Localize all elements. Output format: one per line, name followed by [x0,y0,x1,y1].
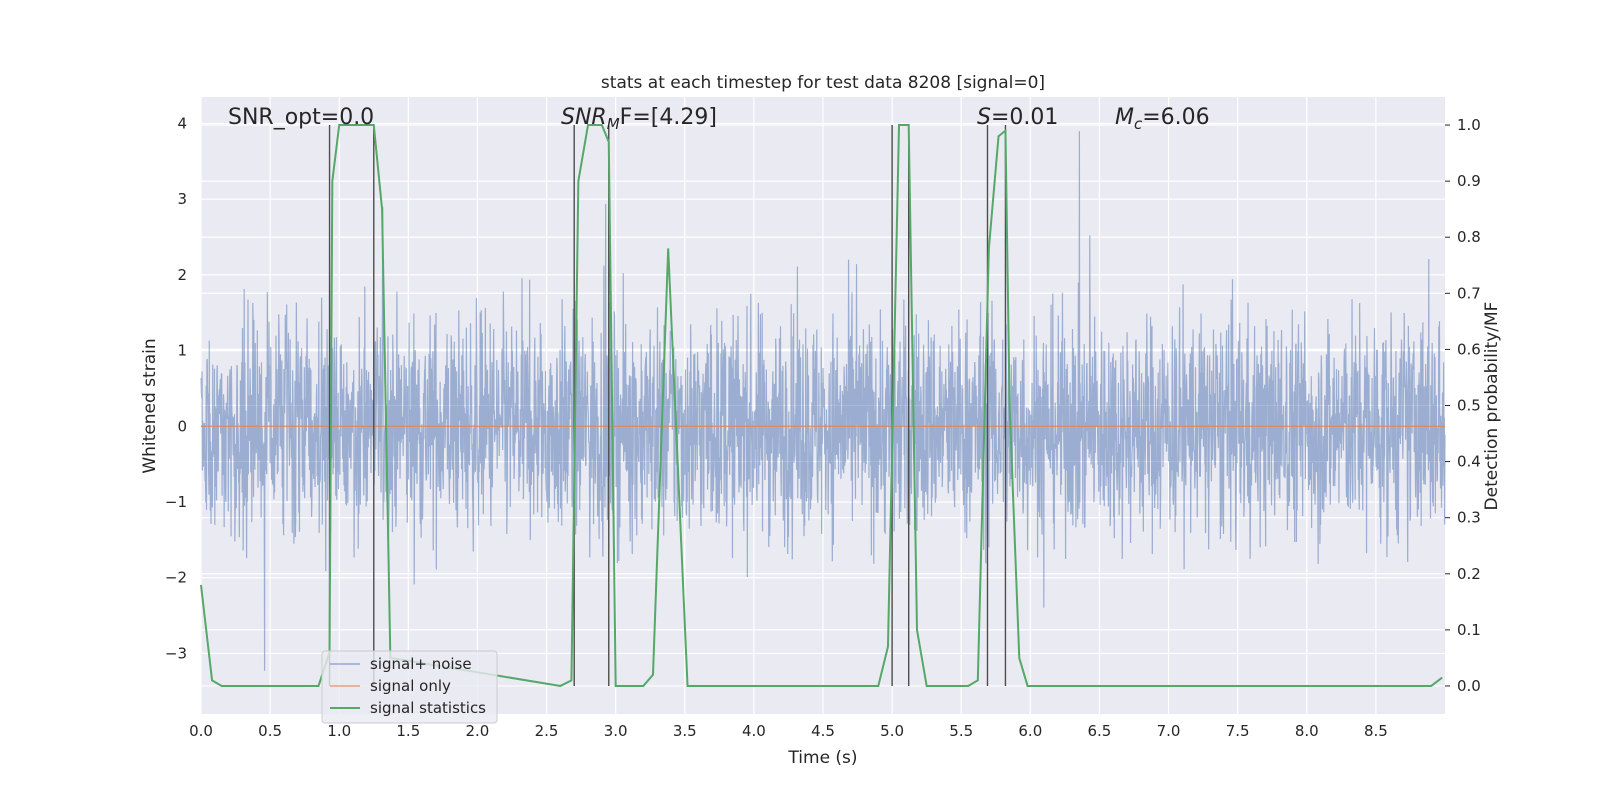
legend-label-signal-noise: signal+ noise [370,655,472,673]
annotation-mc-rest: =6.06 [1142,105,1209,130]
x-tick-label: 3.0 [604,722,628,740]
y-right-tick-label: 0.8 [1457,228,1481,246]
x-tick-labels: 0.0 0.5 1.0 1.5 2.0 2.5 3.0 3.5 4.0 4.5 5.0 5.5 6.0 6… [189,722,1388,740]
x-tick-label: 6.0 [1018,722,1042,740]
legend-label-signal-statistics: signal statistics [370,699,486,717]
y-tick-label: −1 [165,493,187,511]
x-tick-label: 5.0 [880,722,904,740]
y-tick-label: 0 [177,417,187,435]
chart-title: stats at each timestep for test data 820… [601,73,1045,93]
x-tick-label: 1.5 [396,722,420,740]
x-tick-label: 0.5 [258,722,282,740]
y-tick-labels: 4 3 2 1 0 −1 −2 −3 [165,114,187,662]
y-right-tick-label: 0.0 [1457,677,1481,695]
y-right-tick-label: 0.5 [1457,397,1481,415]
y-axis-label: Whitened strain [140,338,160,473]
x-tick-label: 6.5 [1088,722,1112,740]
annotation-mc-sub: c [1134,115,1143,133]
y-right-tick-label: 0.1 [1457,621,1481,639]
annotation-mc-main: M [1115,105,1134,130]
y-right-tick-label: 0.3 [1457,509,1481,527]
x-tick-label: 0.0 [189,722,213,740]
y-right-tick-label: 0.6 [1457,340,1481,358]
y-right-tick-label: 0.7 [1457,284,1481,302]
annotation-s-rest: =0.01 [991,105,1058,130]
y-right-tick-label: 1.0 [1457,116,1481,134]
x-tick-label: 5.5 [949,722,973,740]
x-tick-label: 3.5 [673,722,697,740]
signal-statistics-line [200,124,1443,687]
annotation-s-main: S [977,105,991,130]
x-tick-label: 4.0 [742,722,766,740]
y-tick-label: −2 [165,569,187,587]
annotation-snr-mf-sub: M [607,115,620,133]
annotation-snr-mf-main: SNR [561,105,607,130]
x-tick-label: 1.0 [327,722,351,740]
x-tick-label: 4.5 [811,722,835,740]
y-right-tick-label: 0.2 [1457,565,1481,583]
y-axis-right-label: Detection probability/MF [1482,302,1502,511]
annotation-mc: Mc=6.06 [1115,105,1210,133]
x-tick-label: 8.5 [1364,722,1388,740]
legend: signal+ noise signal only signal statist… [321,650,498,724]
series-signal-noise [200,131,1446,671]
signal-noise-line [200,131,1446,671]
y-right-tick-label: 0.9 [1457,172,1481,190]
y-tick-label: −3 [165,644,187,662]
x-axis-label: Time (s) [787,748,857,768]
x-tick-label: 7.5 [1226,722,1250,740]
annotation-snr-mf-rest: F=[4.29] [620,105,717,130]
x-tick-label: 2.5 [535,722,559,740]
y-right-tick-labels: 1.0 0.9 0.8 0.7 0.6 0.5 0.4 0.3 0.2 0.1 0.0 [1445,116,1481,695]
y-tick-label: 1 [177,342,187,360]
x-tick-label: 7.0 [1157,722,1181,740]
y-right-tick-label: 0.4 [1457,453,1481,471]
y-tick-label: 2 [177,266,187,284]
legend-box [321,650,498,724]
legend-label-signal-only: signal only [370,677,451,695]
x-tick-label: 8.0 [1295,722,1319,740]
y-tick-label: 3 [177,190,187,208]
x-tick-label: 2.0 [466,722,490,740]
annotation-snr-opt: SNR_opt=0.0 [228,105,374,130]
y-tick-label: 4 [177,114,187,132]
annotation-snr-mf: SNRMF=[4.29] [561,105,717,133]
series-signal-statistics [200,124,1443,687]
annotation-s: S=0.01 [977,105,1058,130]
